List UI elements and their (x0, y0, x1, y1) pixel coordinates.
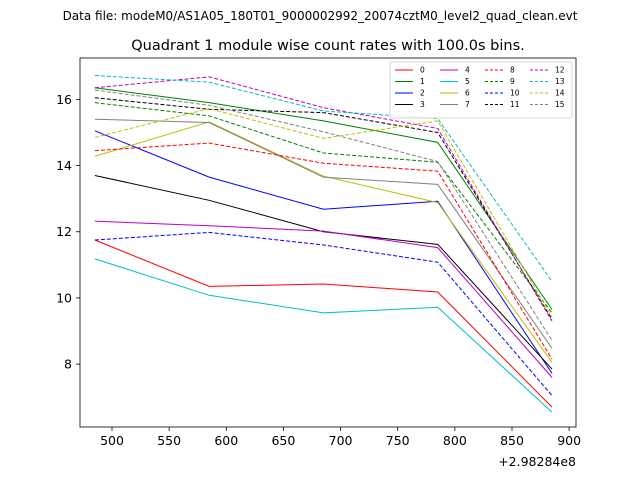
y-tick-label-10: 10 (56, 290, 72, 305)
legend-label-5: 5 (465, 77, 470, 86)
y-tick-label-14: 14 (56, 158, 72, 173)
series-line-10 (94, 231, 553, 396)
series-line-0 (94, 239, 553, 408)
plot-lines (94, 75, 553, 413)
legend-label-13: 13 (555, 77, 565, 86)
plot-frame (79, 57, 577, 428)
legend-label-12: 12 (555, 66, 565, 75)
legend-label-14: 14 (555, 89, 565, 98)
data-file-header: Data file: modeM0/AS1A05_180T01_90000029… (63, 9, 578, 23)
x-tick-label-750: 750 (386, 433, 410, 448)
series-line-7 (94, 118, 553, 349)
series-line-5 (94, 258, 553, 413)
series-line-3 (94, 174, 553, 370)
y-tick-label-8: 8 (64, 357, 72, 372)
series-line-11 (94, 97, 553, 320)
x-tick-label-800: 800 (443, 433, 467, 448)
series-line-6 (94, 121, 553, 363)
legend-label-1: 1 (420, 77, 425, 86)
legend-label-11: 11 (510, 100, 520, 109)
x-tick-label-900: 900 (557, 433, 581, 448)
y-tick-label-12: 12 (56, 224, 72, 239)
x-offset-label: +2.98284e8 (498, 454, 576, 469)
legend-label-8: 8 (510, 66, 515, 75)
legend-label-0: 0 (420, 66, 425, 75)
series-line-8 (94, 142, 553, 360)
series-line-1 (94, 87, 553, 310)
legend-label-6: 6 (465, 89, 470, 98)
series-line-12 (94, 76, 553, 322)
legend-label-3: 3 (420, 100, 425, 109)
series-line-14 (94, 108, 553, 318)
x-tick-label-600: 600 (214, 433, 238, 448)
x-tick-label-500: 500 (100, 433, 124, 448)
x-tick-label-850: 850 (500, 433, 524, 448)
series-line-2 (94, 130, 553, 374)
series-line-4 (94, 220, 553, 378)
x-tick-label-550: 550 (157, 433, 181, 448)
legend-label-4: 4 (465, 66, 470, 75)
chart-title: Quadrant 1 module wise count rates with … (131, 38, 525, 54)
legend-box (389, 61, 573, 119)
series-line-9 (94, 102, 553, 314)
y-tick-label-16: 16 (56, 92, 72, 107)
legend-label-15: 15 (555, 100, 565, 109)
x-tick-label-700: 700 (329, 433, 353, 448)
legend-label-9: 9 (510, 77, 515, 86)
legend-label-10: 10 (510, 89, 520, 98)
legend-label-7: 7 (465, 100, 470, 109)
x-tick-label-650: 650 (271, 433, 295, 448)
legend-label-2: 2 (420, 89, 425, 98)
series-line-15 (94, 89, 553, 341)
